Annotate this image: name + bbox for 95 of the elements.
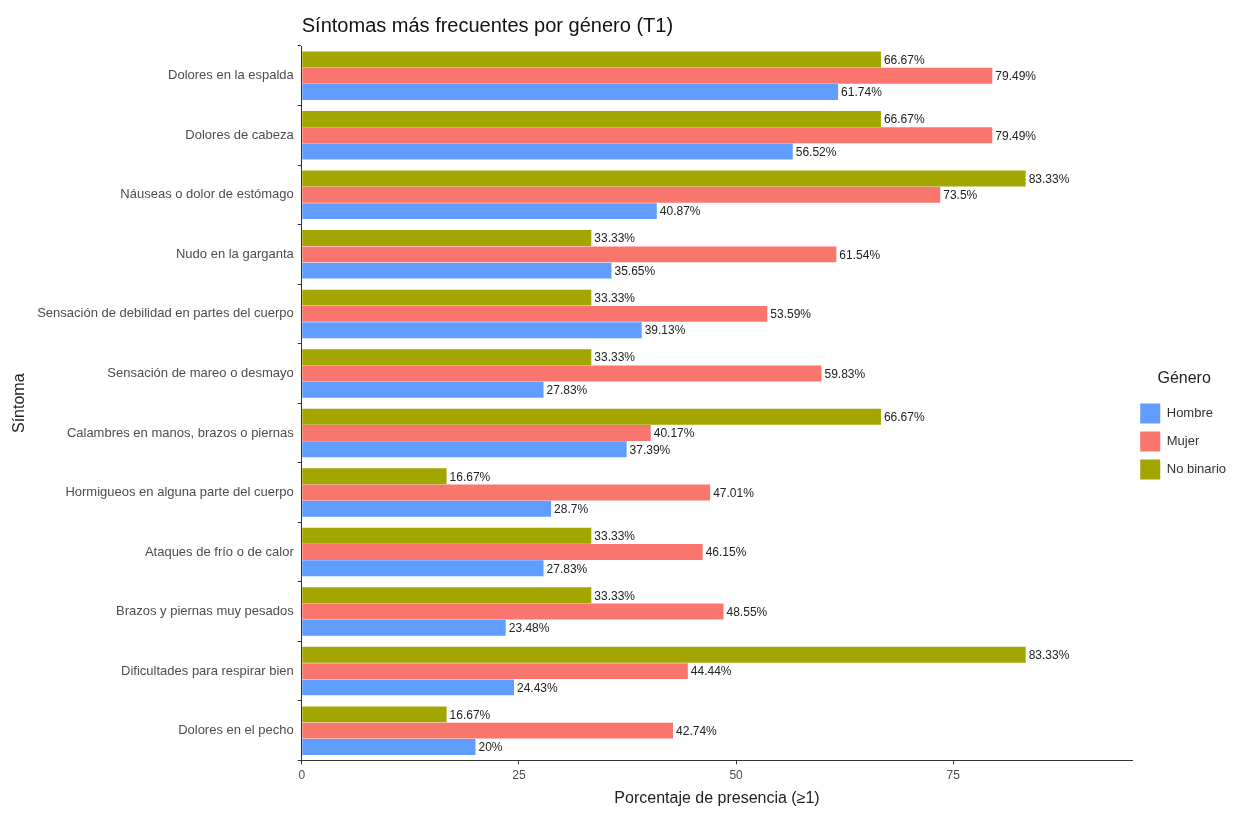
data-label: 28.7% xyxy=(554,502,589,517)
data-label: 27.83% xyxy=(546,561,588,576)
y-tick-label: Calambres en manos, brazos o piernas xyxy=(66,424,295,440)
x-tick-label: 25 xyxy=(512,767,526,782)
bar xyxy=(302,646,1026,663)
data-label: 73.5% xyxy=(943,188,978,203)
y-tick-label: Dolores en la espalda xyxy=(168,67,295,83)
bar xyxy=(302,381,544,398)
data-label: 46.15% xyxy=(705,545,747,560)
bar xyxy=(302,663,688,680)
y-tick-label: Náuseas o dolor de estómago xyxy=(120,186,294,202)
legend-label: Hombre xyxy=(1166,405,1213,421)
x-axis-title: Porcentaje de presencia (≥1) xyxy=(614,788,820,806)
bar xyxy=(302,111,881,127)
data-label: 48.55% xyxy=(726,604,768,619)
y-tick-label: Dificultades para respirar bien xyxy=(121,662,294,678)
data-label: 16.67% xyxy=(449,469,491,484)
data-label: 33.33% xyxy=(594,529,636,544)
bar xyxy=(302,84,839,101)
data-label: 61.54% xyxy=(839,247,881,262)
bar xyxy=(302,127,993,144)
x-tick-label: 50 xyxy=(729,767,744,782)
data-label: 20% xyxy=(478,740,503,755)
x-tick-label: 75 xyxy=(946,767,961,782)
data-label: 53.59% xyxy=(770,307,812,322)
bar xyxy=(302,603,724,620)
data-label: 47.01% xyxy=(713,485,755,500)
bar xyxy=(302,349,592,366)
bar xyxy=(302,322,642,339)
data-label: 33.33% xyxy=(594,588,636,603)
bar xyxy=(302,424,651,441)
y-tick-label: Dolores en el pecho xyxy=(178,722,294,738)
bar xyxy=(302,484,711,501)
bar xyxy=(302,500,552,517)
y-tick-label: Nudo en la garganta xyxy=(175,245,295,261)
bar xyxy=(302,186,941,203)
bar xyxy=(302,587,592,604)
bar xyxy=(302,722,674,739)
data-label: 56.52% xyxy=(795,144,837,159)
bar xyxy=(302,544,703,561)
data-label: 37.39% xyxy=(629,442,671,457)
data-label: 79.49% xyxy=(995,128,1037,143)
bar xyxy=(302,143,793,160)
chart-title: Síntomas más frecuentes por género (T1) xyxy=(301,14,674,36)
bar xyxy=(302,230,592,247)
bar xyxy=(302,170,1026,187)
y-tick-label: Sensación de debilidad en partes del cuerpo xyxy=(37,305,294,321)
bar xyxy=(302,203,657,220)
data-label: 61.74% xyxy=(841,85,883,100)
data-label: 44.44% xyxy=(690,664,732,679)
y-tick-label: Dolores de cabeza xyxy=(185,126,295,142)
bar xyxy=(302,67,993,84)
y-axis-title: Síntoma xyxy=(10,373,28,433)
data-label: 40.87% xyxy=(659,204,701,219)
data-label: 33.33% xyxy=(594,290,636,305)
legend-label: No binario xyxy=(1166,461,1227,477)
bar xyxy=(302,246,837,263)
data-label: 16.67% xyxy=(449,707,491,722)
data-label: 39.13% xyxy=(644,323,686,338)
bar xyxy=(302,305,768,322)
data-label: 79.49% xyxy=(995,69,1037,84)
bar xyxy=(302,468,447,485)
y-tick-label: Brazos y piernas muy pesados xyxy=(116,603,295,619)
y-tick-label: Hormigueos en alguna parte del cuerpo xyxy=(65,484,294,500)
y-tick-label: Ataques de frío o de calor xyxy=(144,543,295,559)
bar xyxy=(302,51,881,68)
data-label: 83.33% xyxy=(1028,171,1070,186)
bar xyxy=(302,262,612,279)
data-label: 33.33% xyxy=(594,231,636,246)
bar xyxy=(302,619,506,636)
data-label: 83.33% xyxy=(1028,648,1070,663)
bar xyxy=(302,679,514,696)
legend-label: Mujer xyxy=(1166,433,1200,449)
x-tick-label: 0 xyxy=(298,767,306,782)
legend-title: Género xyxy=(1157,368,1211,386)
bar xyxy=(302,560,544,577)
bar xyxy=(302,365,822,382)
data-label: 40.17% xyxy=(653,426,695,441)
data-label: 24.43% xyxy=(516,680,559,695)
bar xyxy=(302,738,476,755)
data-label: 23.48% xyxy=(508,621,550,636)
bar xyxy=(302,408,881,425)
data-label: 35.65% xyxy=(614,263,656,278)
data-label: 33.33% xyxy=(594,350,636,365)
bar xyxy=(302,289,592,306)
data-label: 59.83% xyxy=(824,366,866,381)
bar xyxy=(302,441,627,458)
bar xyxy=(302,527,592,544)
bar xyxy=(302,706,447,723)
data-label: 66.67% xyxy=(883,410,925,425)
data-label: 66.67% xyxy=(883,112,925,127)
data-label: 66.67% xyxy=(883,52,925,67)
data-label: 42.74% xyxy=(676,723,718,738)
y-tick-label: Sensación de mareo o desmayo xyxy=(107,365,294,381)
data-label: 27.83% xyxy=(546,383,588,398)
